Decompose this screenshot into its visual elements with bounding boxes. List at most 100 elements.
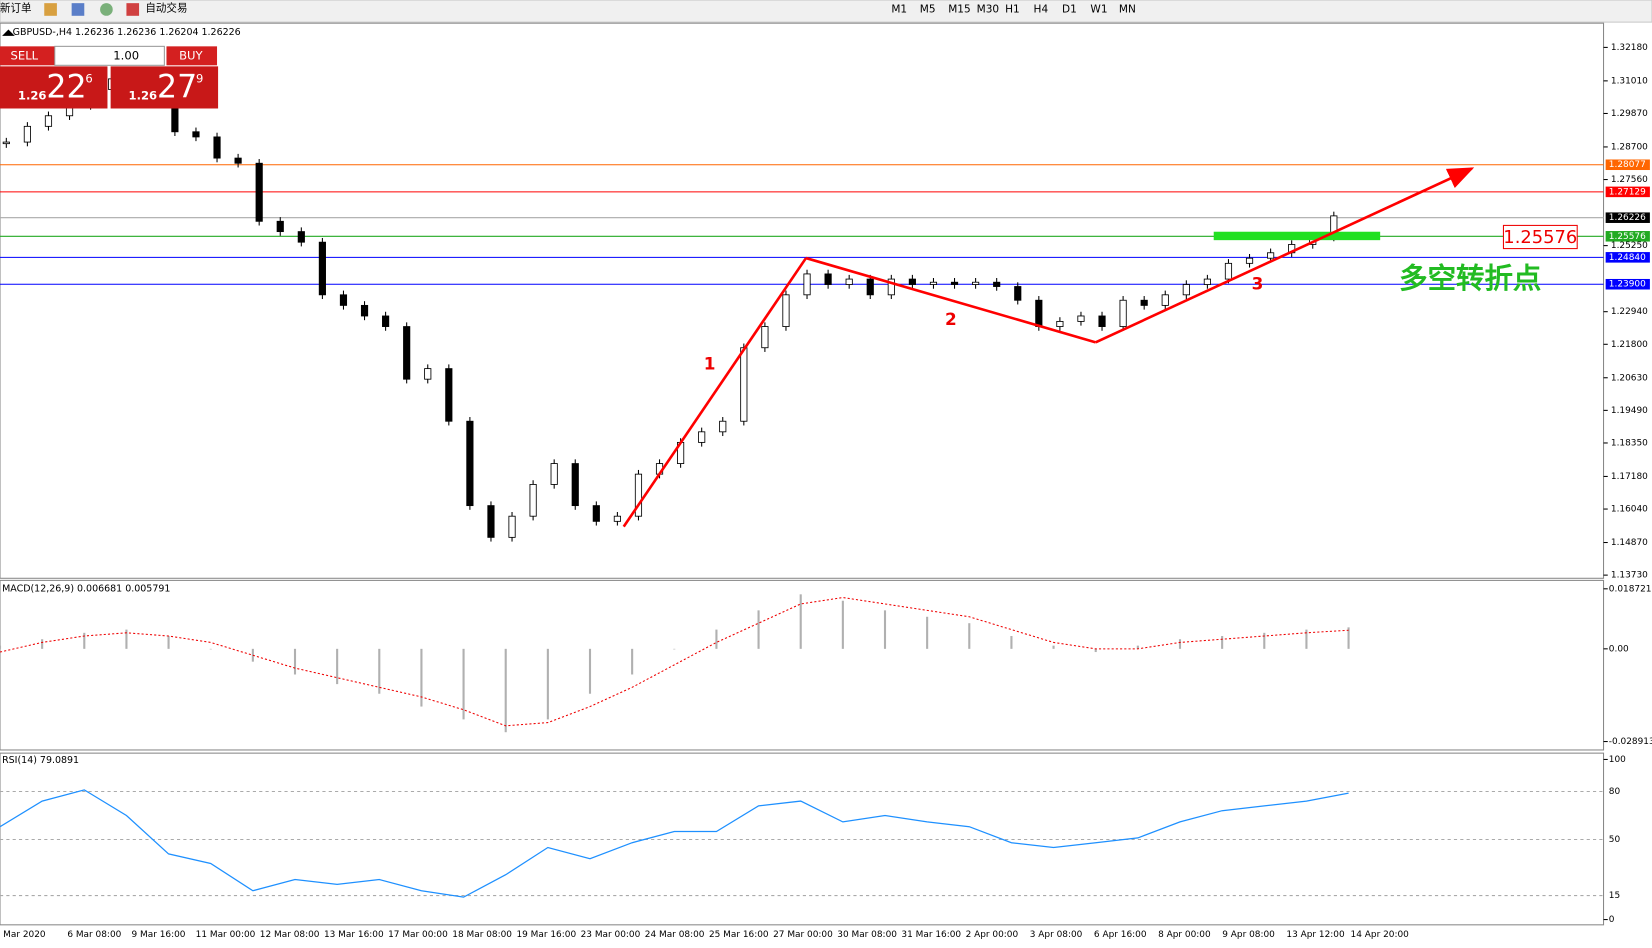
candle — [529, 484, 537, 517]
candle — [1182, 284, 1190, 296]
auto-trading-button[interactable]: 自动交易 — [145, 1, 187, 14]
macd-bar — [1221, 636, 1224, 649]
candle — [866, 278, 874, 296]
macd-bar — [83, 632, 86, 649]
timeframe-button[interactable]: D1 — [1062, 3, 1077, 15]
y-tick-label: 1.21800 — [1611, 340, 1648, 350]
candle — [44, 115, 53, 127]
icon[interactable] — [126, 3, 140, 16]
buy-label: BUY — [179, 48, 203, 62]
candle — [445, 368, 453, 422]
macd-bar — [841, 600, 844, 649]
icon[interactable] — [44, 3, 57, 16]
candle — [824, 273, 832, 285]
new-order-button[interactable]: 新订单 — [0, 1, 32, 14]
level-tag-label: 1.25576 — [1609, 232, 1646, 242]
level-label: 1.25576 — [1503, 227, 1577, 248]
candle — [782, 294, 790, 327]
chart-header: GBPUSD-,H4 1.26236 1.26236 1.26204 1.262… — [13, 27, 241, 38]
wave-label: 1 — [704, 353, 716, 373]
timeframe-button[interactable]: MN — [1119, 3, 1136, 15]
macd-bar — [926, 616, 929, 649]
turning-point-label: 多空转折点 — [1399, 262, 1541, 295]
sell-button[interactable] — [0, 46, 55, 66]
collapse-icon[interactable] — [2, 29, 15, 36]
macd-bar — [588, 648, 592, 694]
macd-bar — [1094, 648, 1097, 653]
icon[interactable] — [71, 3, 85, 16]
macd-bar — [209, 648, 212, 650]
candle — [698, 431, 706, 443]
candle — [1098, 315, 1106, 327]
candle — [508, 515, 516, 538]
x-tick-label: 25 Mar 16:00 — [709, 930, 769, 940]
x-tick-label: 31 Mar 16:00 — [901, 930, 961, 940]
candle — [929, 281, 938, 285]
sell-price-box[interactable] — [0, 66, 108, 109]
y-tick-label: 0.018721 — [1609, 584, 1652, 594]
x-tick-label: 13 Mar 16:00 — [324, 930, 384, 940]
y-tick-label: 1.22940 — [1611, 307, 1648, 317]
timeframe-button[interactable]: M30 — [977, 3, 999, 15]
candle — [1161, 294, 1169, 306]
timeframe-button[interactable]: W1 — [1090, 3, 1107, 15]
timeframe-button[interactable]: M5 — [920, 3, 936, 15]
wave-arrow — [805, 256, 1097, 344]
x-tick-label: 19 Mar 16:00 — [516, 930, 576, 940]
icon[interactable] — [100, 3, 113, 16]
macd-bar — [462, 648, 465, 720]
macd-bar — [504, 648, 507, 733]
sell-label: SELL — [11, 48, 39, 62]
wave-label: 3 — [1252, 273, 1264, 293]
lot-input[interactable] — [54, 45, 165, 66]
timeframe-bar: M1 M5 M15 M30 H1 H4 D1 W1 MN — [891, 3, 1136, 15]
x-tick-label: 9 Apr 08:00 — [1222, 930, 1275, 940]
macd-bar — [1136, 645, 1139, 649]
timeframe-button[interactable]: H1 — [1005, 3, 1020, 15]
candle — [360, 304, 369, 317]
buy-button[interactable] — [166, 46, 218, 66]
timeframe-button[interactable]: H4 — [1034, 3, 1049, 15]
rsi-line — [0, 789, 1349, 898]
x-tick-label: 17 Mar 00:00 — [388, 930, 448, 940]
y-tick-label: 1.13730 — [1611, 571, 1648, 581]
candle — [950, 281, 959, 285]
level-tag — [1605, 278, 1650, 290]
candle — [887, 278, 895, 296]
candle — [487, 505, 495, 538]
y-tick-label: 1.18350 — [1611, 438, 1648, 448]
x-tick-label: 8 Apr 00:00 — [1158, 930, 1211, 940]
candle — [382, 315, 390, 327]
y-tick-label: 80 — [1609, 787, 1621, 797]
macd-bar — [336, 648, 339, 685]
candle — [1245, 257, 1254, 264]
macd-bar — [1010, 636, 1013, 649]
x-tick-label: 6 Apr 16:00 — [1094, 930, 1147, 940]
sell-big: 1.26 — [18, 88, 47, 102]
x-tick-label: 27 Mar 00:00 — [773, 930, 833, 940]
timeframe-button[interactable]: M15 — [948, 3, 970, 15]
candle — [1035, 299, 1043, 327]
level-tag — [1605, 159, 1650, 171]
buy-point: 9 — [196, 72, 203, 86]
x-tick-label: 6 Mar 08:00 — [67, 930, 121, 940]
candle — [403, 326, 411, 380]
candle — [719, 420, 727, 433]
macd-signal — [0, 597, 1349, 727]
buy-price-box[interactable] — [110, 66, 219, 109]
timeframe-button[interactable]: M1 — [891, 3, 907, 15]
bid-tag-label: 1.26226 — [1609, 213, 1646, 223]
price-pane — [0, 22, 1605, 579]
candle — [761, 326, 769, 349]
macd-bar — [41, 639, 44, 649]
x-tick-label: 12 Mar 08:00 — [260, 930, 320, 940]
candle — [339, 294, 348, 306]
candle — [1224, 262, 1233, 280]
candle — [23, 125, 31, 143]
y-tick-label: 1.20630 — [1611, 373, 1648, 383]
macd-bar — [1052, 645, 1055, 649]
candle — [1077, 315, 1085, 322]
y-tick-label: 1.27560 — [1611, 175, 1648, 185]
y-tick-label: 1.28700 — [1611, 142, 1648, 152]
